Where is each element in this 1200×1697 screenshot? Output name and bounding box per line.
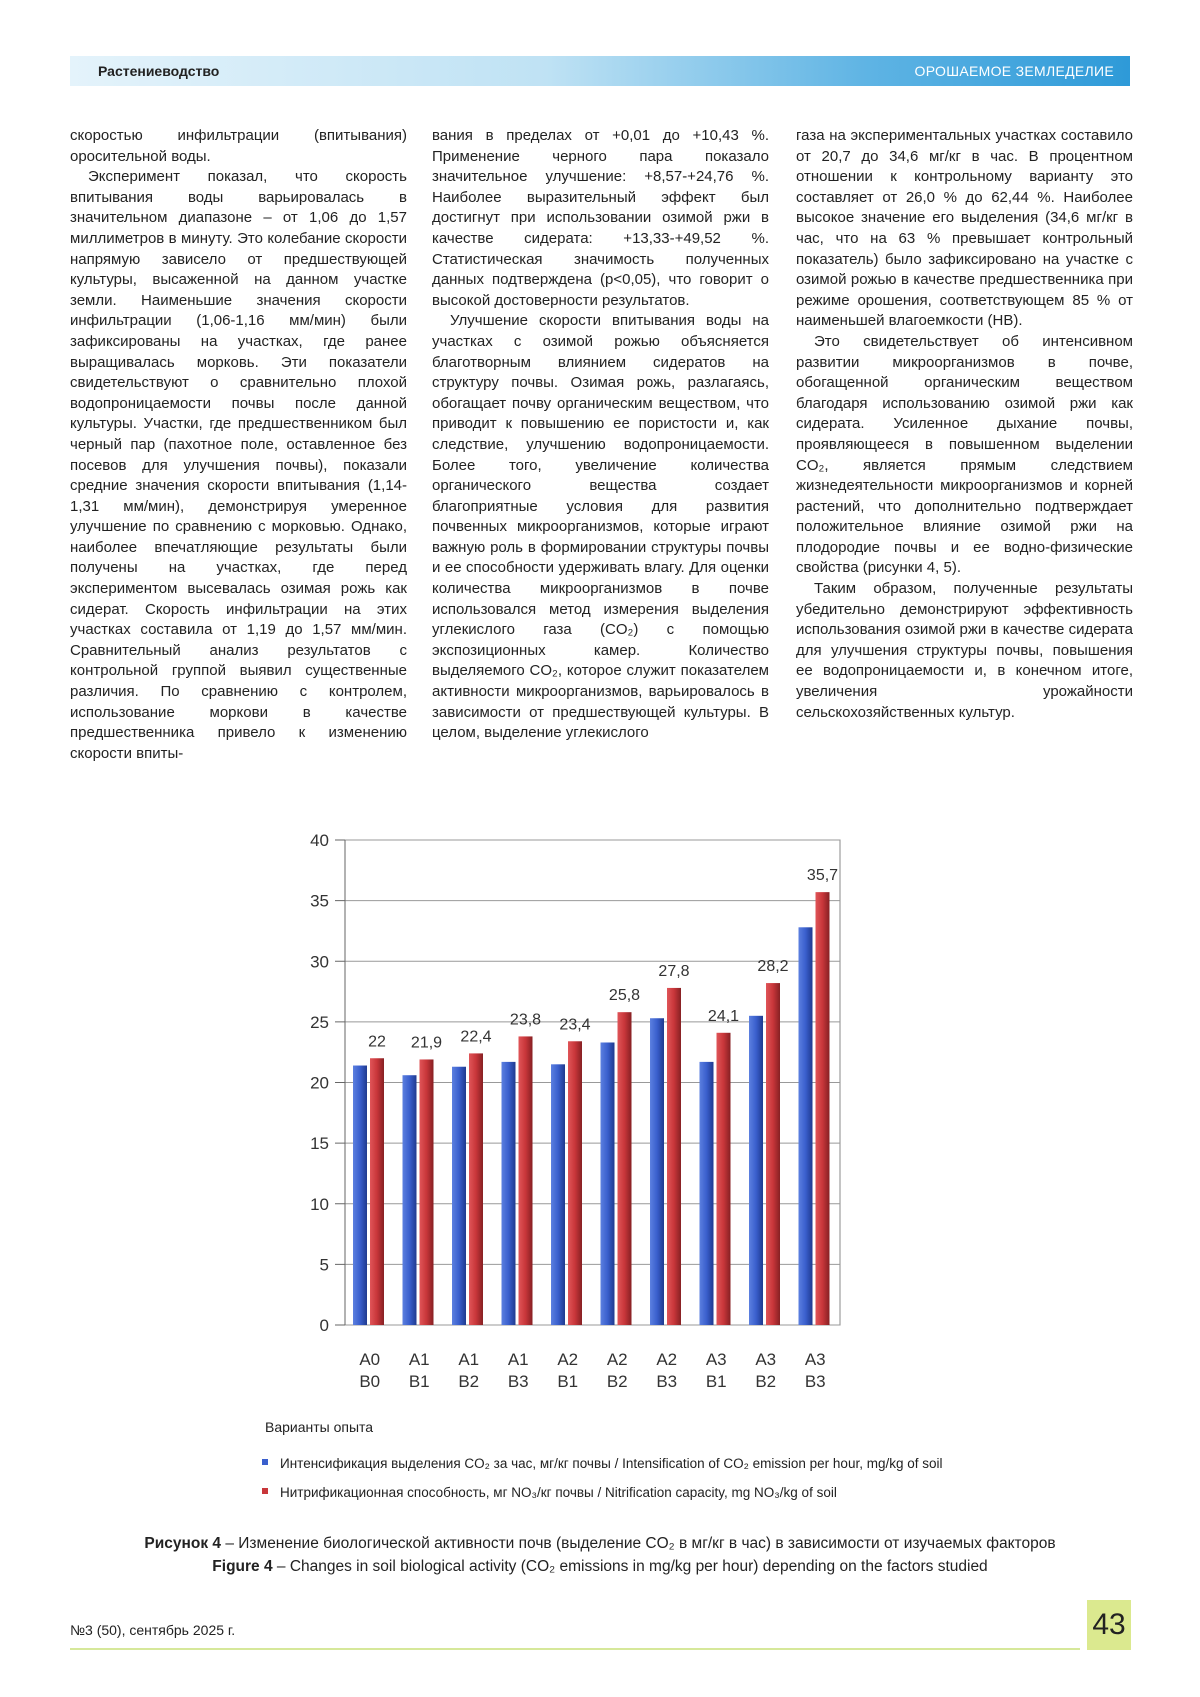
rubric: ОРОШАЕМОЕ ЗЕМЛЕДЕЛИЕ — [914, 63, 1114, 79]
header-bar: Растениеводство ОРОШАЕМОЕ ЗЕМЛЕДЕЛИЕ — [70, 56, 1130, 86]
bar — [402, 1075, 417, 1325]
footer-issue: №3 (50), сентябрь 2025 г. — [70, 1622, 236, 1638]
bar — [667, 987, 681, 1325]
legend-swatch — [262, 1488, 268, 1494]
y-tick-label: 25 — [310, 1013, 329, 1032]
text-column: скоростью инфильтрации (впитывания) орос… — [70, 126, 407, 764]
legend-label: Интенсификация выделения CO₂ за час, мг/… — [280, 1456, 942, 1471]
chart: 0 5 10 15 20 25 30 35 40 22 A0 B0 21,9 A1 B1 22,4 A1 B2 23… — [262, 831, 942, 1500]
bar — [749, 1015, 763, 1325]
y-tick-label: 10 — [310, 1195, 329, 1214]
bar — [551, 1064, 565, 1325]
bar — [501, 1061, 516, 1325]
bar — [617, 1012, 632, 1325]
paragraph: Это свидетельствует об интенсивном разви… — [796, 332, 1133, 577]
x-tick-label: A2 — [557, 1350, 578, 1369]
x-tick-label: A3 — [755, 1350, 776, 1369]
bar — [600, 1042, 615, 1325]
x-tick-label: B3 — [805, 1372, 826, 1391]
x-tick-label: B1 — [706, 1372, 727, 1391]
y-tick-label: 0 — [320, 1316, 329, 1335]
value-label: 35,7 — [807, 867, 838, 884]
caption-en: Figure 4 – Changes in soil biological ac… — [40, 1558, 1160, 1576]
bar — [650, 1018, 664, 1325]
bar — [798, 927, 813, 1325]
bar — [370, 1058, 384, 1325]
bar — [699, 1061, 714, 1325]
text-column: газа на экспериментальных участках соста… — [796, 126, 1133, 723]
section-title: Растениеводство — [98, 63, 220, 79]
bar — [766, 983, 780, 1325]
caption-label: Figure 4 — [212, 1558, 273, 1575]
caption-ru: Рисунок 4 – Изменение биологической акти… — [40, 1535, 1160, 1553]
y-tick-label: 15 — [310, 1134, 329, 1153]
value-label: 28,2 — [757, 958, 788, 975]
value-label: 27,8 — [658, 963, 689, 980]
x-tick-label: A3 — [805, 1350, 826, 1369]
x-tick-label: A0 — [359, 1350, 380, 1369]
caption-text: – Changes in soil biological activity (C… — [276, 1558, 988, 1575]
y-tick-label: 30 — [310, 952, 329, 971]
paragraph: скоростью инфильтрации (впитывания) орос… — [70, 127, 407, 165]
value-label: 21,9 — [411, 1034, 442, 1051]
y-tick-label: 20 — [310, 1074, 329, 1093]
x-tick-label: A3 — [706, 1350, 727, 1369]
bar — [452, 1066, 466, 1325]
y-tick-label: 40 — [310, 831, 329, 850]
value-label: 23,4 — [559, 1016, 590, 1033]
legend-swatch — [262, 1459, 268, 1465]
bar — [353, 1065, 367, 1325]
y-tick-label: 35 — [310, 892, 329, 911]
x-tick-label: B2 — [458, 1372, 479, 1391]
value-label: 22 — [368, 1033, 386, 1050]
paragraph: вания в пределах от +0,01 до +10,43 %. П… — [432, 127, 769, 309]
bar — [568, 1041, 582, 1325]
x-tick-label: A1 — [409, 1350, 430, 1369]
x-axis-title: Варианты опыта — [265, 1419, 373, 1435]
footer-line — [70, 1648, 1080, 1650]
text-column: вания в пределах от +0,01 до +10,43 %. П… — [432, 126, 769, 744]
x-tick-label: A1 — [508, 1350, 529, 1369]
x-tick-label: B2 — [755, 1372, 776, 1391]
value-label: 25,8 — [609, 987, 640, 1004]
paragraph: Улучшение скорости впитывания воды на уч… — [432, 312, 769, 742]
legend-label: Нитрификационная способность, мг NO₃/кг … — [280, 1485, 837, 1500]
paragraph: Таким образом, полученные результаты убе… — [796, 580, 1133, 721]
bar — [716, 1032, 731, 1325]
page-number: 43 — [1087, 1600, 1131, 1650]
x-tick-label: A2 — [656, 1350, 677, 1369]
x-tick-label: B1 — [409, 1372, 430, 1391]
y-tick-label: 5 — [320, 1255, 329, 1274]
caption-label: Рисунок 4 — [144, 1535, 222, 1552]
bar — [518, 1036, 533, 1325]
x-tick-label: A1 — [458, 1350, 479, 1369]
value-label: 22,4 — [460, 1028, 491, 1045]
value-label: 24,1 — [708, 1008, 739, 1025]
x-tick-label: A2 — [607, 1350, 628, 1369]
paragraph: газа на экспериментальных участках соста… — [796, 127, 1133, 330]
x-tick-label: B1 — [557, 1372, 578, 1391]
x-tick-label: B3 — [656, 1372, 677, 1391]
bar — [419, 1059, 434, 1325]
bar — [469, 1053, 483, 1325]
bar — [815, 892, 830, 1325]
paragraph: Эксперимент показал, что скорость впитыв… — [70, 168, 407, 762]
caption-text: – Изменение биологической активности поч… — [225, 1535, 1056, 1552]
value-label: 23,8 — [510, 1011, 541, 1028]
x-tick-label: B0 — [359, 1372, 380, 1391]
x-tick-label: B3 — [508, 1372, 529, 1391]
x-tick-label: B2 — [607, 1372, 628, 1391]
